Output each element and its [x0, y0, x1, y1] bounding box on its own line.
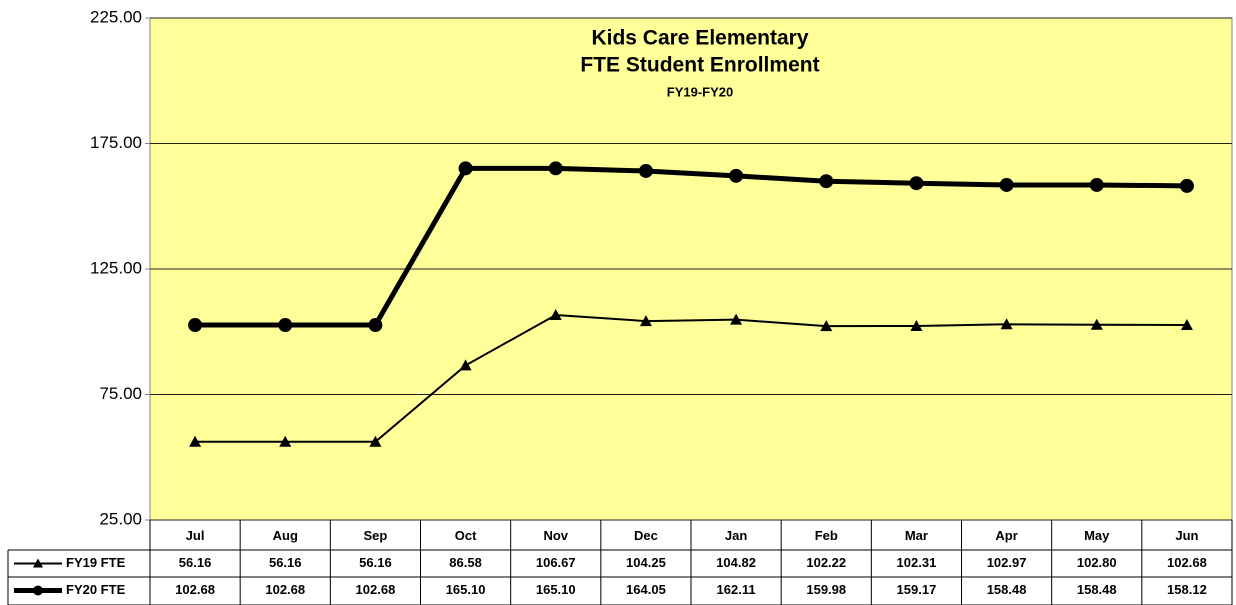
series-line [195, 165, 1187, 328]
marker [729, 168, 744, 183]
y-tick-label: 175.00 [90, 133, 142, 152]
marker [910, 319, 923, 331]
table-value: 165.10 [446, 582, 486, 597]
table-value: 104.25 [626, 555, 666, 570]
series-line [195, 313, 1187, 443]
y-tick-label: 75.00 [99, 384, 142, 403]
y-tick-label: 225.00 [90, 7, 142, 26]
table-value: 86.58 [449, 555, 482, 570]
table-value: 104.82 [716, 555, 756, 570]
marker [549, 309, 562, 321]
table-value: 56.16 [359, 555, 392, 570]
marker [819, 174, 834, 189]
table-value: 102.68 [175, 582, 215, 597]
chart-subtitle: FY19-FY20 [667, 84, 733, 99]
marker [999, 177, 1014, 192]
table-value: 102.68 [1167, 555, 1207, 570]
marker [369, 435, 382, 447]
table-value: 102.80 [1077, 555, 1117, 570]
legend-marker [33, 558, 43, 568]
table-value: 165.10 [536, 582, 576, 597]
marker [1179, 178, 1194, 193]
x-tick-label: Aug [273, 528, 298, 543]
marker [188, 318, 203, 333]
marker [1089, 177, 1104, 192]
marker [459, 359, 472, 371]
marker [278, 318, 293, 333]
x-tick-label: Jun [1175, 528, 1198, 543]
marker [730, 313, 743, 325]
table-value: 162.11 [717, 582, 756, 597]
y-tick-label: 25.00 [99, 509, 142, 528]
marker [279, 435, 292, 447]
table-value: 102.68 [356, 582, 396, 597]
x-tick-label: Nov [543, 528, 568, 543]
table-value: 102.97 [987, 555, 1027, 570]
marker [639, 315, 652, 327]
legend-marker [33, 585, 43, 596]
y-tick-label: 125.00 [90, 258, 142, 277]
marker [1090, 318, 1103, 330]
table-value: 56.16 [179, 555, 212, 570]
table-value: 56.16 [269, 555, 302, 570]
marker [820, 320, 833, 332]
table-value: 158.48 [1077, 582, 1117, 597]
table-value: 164.05 [626, 582, 666, 597]
marker [1000, 318, 1013, 330]
x-tick-label: Mar [905, 528, 928, 543]
marker [458, 161, 473, 176]
table-value: 102.22 [806, 555, 846, 570]
marker [909, 176, 924, 191]
x-tick-label: Jul [186, 528, 205, 543]
x-tick-label: Jan [725, 528, 747, 543]
marker [1180, 319, 1193, 331]
marker [189, 435, 202, 447]
table-value: 102.31 [897, 555, 937, 570]
table-value: 159.17 [897, 582, 937, 597]
x-tick-label: Oct [455, 528, 477, 543]
table-value: 159.98 [806, 582, 846, 597]
x-tick-label: Apr [995, 528, 1017, 543]
chart-title: Kids Care Elementary [591, 27, 808, 50]
table-value: 102.68 [265, 582, 305, 597]
legend-label: FY19 FTE [66, 555, 126, 570]
table-value: 158.48 [987, 582, 1027, 597]
x-tick-label: May [1084, 528, 1110, 543]
marker [638, 163, 653, 178]
x-tick-label: Feb [815, 528, 838, 543]
table-value: 106.67 [536, 555, 576, 570]
marker [368, 318, 383, 333]
x-tick-label: Dec [634, 528, 658, 543]
marker [548, 161, 563, 176]
legend-label: FY20 FTE [66, 582, 126, 597]
chart-title: FTE Student Enrollment [580, 54, 819, 77]
table-value: 158.12 [1167, 582, 1207, 597]
x-tick-label: Sep [363, 528, 387, 543]
